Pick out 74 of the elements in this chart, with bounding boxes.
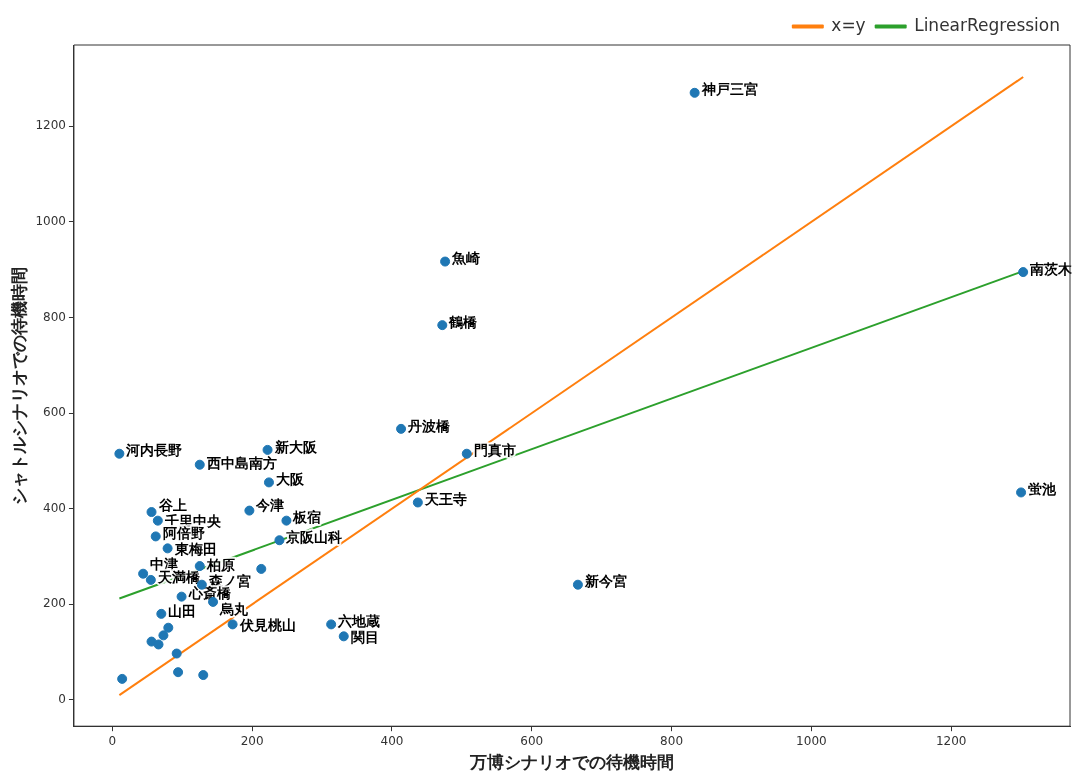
point xyxy=(173,667,184,678)
point xyxy=(227,619,238,630)
annotation: 天王寺 xyxy=(423,491,467,508)
y-tick-label: 200 xyxy=(43,596,66,611)
x-axis-title: 万博シナリオでの待機時間 xyxy=(468,752,674,773)
point xyxy=(440,256,451,267)
annotation: 鶴橋 xyxy=(448,313,479,330)
x-tick-label: 600 xyxy=(520,733,544,748)
point xyxy=(176,591,187,602)
annotation: 河内長野 xyxy=(125,442,183,459)
point xyxy=(158,630,169,641)
annotation: 山田 xyxy=(168,602,197,619)
point xyxy=(194,459,205,470)
point xyxy=(437,320,448,331)
y-tick-label: 1200 xyxy=(35,118,66,133)
annotation: 神戸三宮 xyxy=(700,81,758,98)
annotation: 蛍池 xyxy=(1028,481,1058,498)
annotation: 伏見桃山 xyxy=(238,617,296,634)
point xyxy=(262,444,273,455)
point xyxy=(244,505,255,516)
x-tick-label: 0 xyxy=(108,733,117,748)
legend-label: LinearRegression xyxy=(914,14,1061,35)
point xyxy=(281,515,292,526)
annotation: 新大阪 xyxy=(273,438,318,455)
y-tick-label: 1000 xyxy=(35,214,66,228)
point xyxy=(461,448,472,459)
point xyxy=(1016,487,1027,498)
point xyxy=(153,639,164,650)
point xyxy=(274,535,285,546)
annotation: 東梅田 xyxy=(173,541,217,558)
point xyxy=(689,87,700,98)
legend-label: x=y xyxy=(831,14,866,35)
annotation: 六地蔵 xyxy=(337,613,381,630)
point xyxy=(114,448,125,459)
point xyxy=(572,579,583,590)
x-tick-label: 1000 xyxy=(796,733,827,748)
point xyxy=(396,423,407,434)
point xyxy=(194,561,205,572)
annotation: 西中島南方 xyxy=(205,455,277,472)
point xyxy=(326,619,337,630)
point xyxy=(412,497,423,508)
annotation: 魚崎 xyxy=(451,250,481,267)
point xyxy=(145,574,156,585)
point xyxy=(146,507,157,518)
x-tick-label: 1200 xyxy=(935,733,967,748)
y-tick-label: 600 xyxy=(43,405,66,420)
y-axis-title: シャトルシナリオでの待機時間 xyxy=(8,266,29,505)
x-tick-label: 800 xyxy=(660,733,684,748)
annotation: 関目 xyxy=(350,628,379,645)
point xyxy=(117,673,128,684)
x-tick-label: 400 xyxy=(380,733,404,748)
point xyxy=(263,477,274,488)
point xyxy=(152,515,163,526)
y-tick-label: 800 xyxy=(43,309,66,324)
annotation: 南茨木 xyxy=(1029,260,1074,277)
annotation: 板宿 xyxy=(292,509,322,526)
x-tick-label: 200 xyxy=(240,733,264,748)
y-tick-label: 0 xyxy=(58,692,66,707)
point xyxy=(156,608,167,619)
point xyxy=(162,543,173,554)
point xyxy=(198,670,209,681)
point xyxy=(138,568,149,579)
point xyxy=(1018,267,1029,278)
annotation: 今津 xyxy=(255,497,285,514)
annotation: 丹波橋 xyxy=(407,417,452,434)
point xyxy=(171,648,182,659)
point xyxy=(338,631,349,642)
point xyxy=(163,622,174,633)
annotation: 谷上 xyxy=(157,496,187,513)
y-tick-label: 400 xyxy=(43,500,66,515)
annotation: 大阪 xyxy=(275,471,305,488)
annotation: 新今宮 xyxy=(583,573,627,590)
point xyxy=(150,531,161,542)
point xyxy=(256,563,267,574)
